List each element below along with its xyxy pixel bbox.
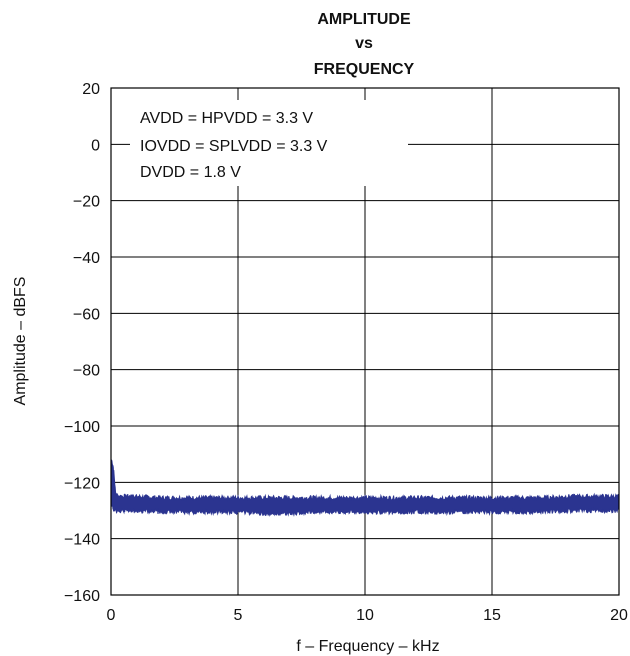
y-tick-label-7: −120	[64, 475, 100, 492]
x-tick-label-4: 20	[610, 607, 628, 624]
chart-title-line-3: FREQUENCY	[314, 61, 415, 78]
y-axis-label: Amplitude – dBFS	[12, 277, 29, 406]
y-tick-label-9: −160	[64, 588, 100, 605]
y-tick-label-5: −80	[73, 363, 100, 380]
y-tick-label-3: −40	[73, 250, 100, 267]
y-tick-label-4: −60	[73, 306, 100, 323]
y-tick-labels: 20 0 −20 −40 −60 −80 −100 −120 −140 −160	[64, 81, 100, 605]
annotation-box	[130, 100, 408, 186]
x-tick-label-3: 15	[483, 607, 501, 624]
annotation-line-3: DVDD = 1.8 V	[140, 164, 241, 181]
x-tick-label-2: 10	[356, 607, 374, 624]
annotation-line-1: AVDD = HPVDD = 3.3 V	[140, 110, 313, 127]
chart-title-line-2: vs	[355, 35, 373, 52]
plot-frame	[110, 87, 620, 596]
x-tick-label-0: 0	[107, 607, 116, 624]
y-tick-label-6: −100	[64, 419, 100, 436]
plot-border	[110, 87, 620, 596]
y-tick-label-0: 20	[82, 81, 100, 98]
annotation-line-2: IOVDD = SPLVDD = 3.3 V	[140, 138, 328, 155]
x-axis-label: f – Frequency – kHz	[296, 638, 439, 655]
chart-title-line-1: AMPLITUDE	[317, 11, 411, 28]
x-tick-label-1: 5	[234, 607, 243, 624]
x-tick-labels: 0 5 10 15 20	[107, 607, 628, 624]
y-tick-label-1: 0	[91, 137, 100, 154]
y-tick-label-2: −20	[73, 194, 100, 211]
y-tick-label-8: −140	[64, 532, 100, 549]
